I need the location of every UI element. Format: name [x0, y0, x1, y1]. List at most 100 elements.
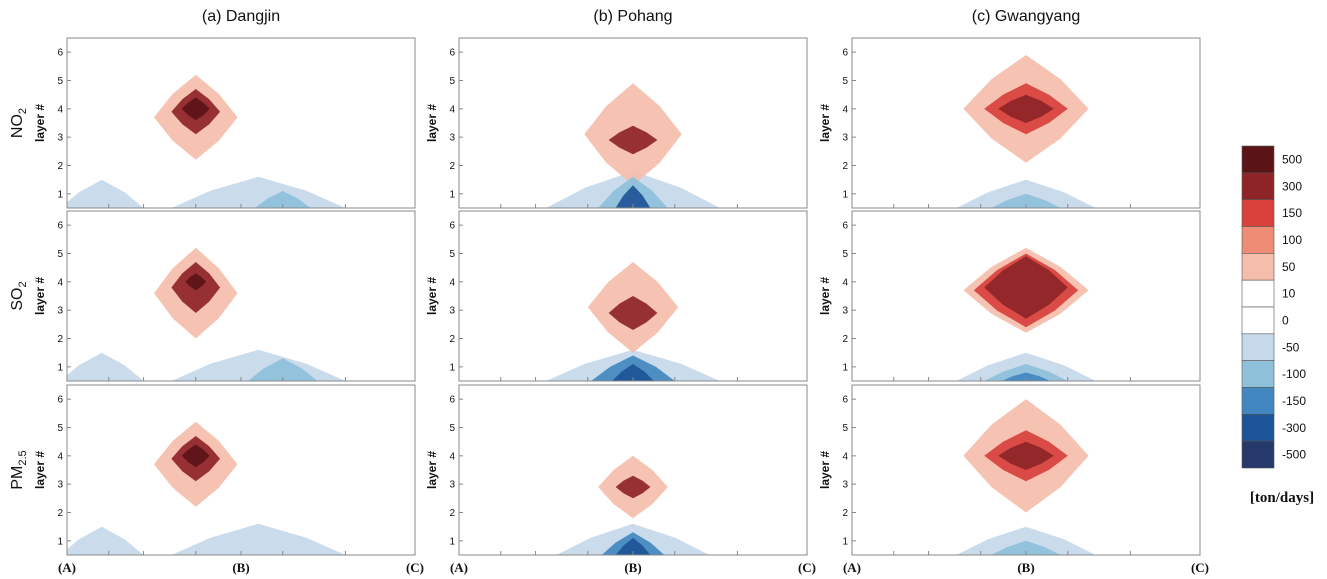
y-tick-label: 6: [449, 48, 455, 59]
y-axis-label: layer #: [33, 104, 47, 142]
panel-dangjin-no2: 1 2 3 4 5 6 layer #: [33, 37, 416, 209]
y-tick-label: 5: [842, 423, 848, 434]
colorbar-tick-label: 300: [1282, 179, 1302, 193]
panel-pohang-no2: 1 2 3 4 5 6 layer #: [425, 37, 808, 209]
x-tick-label: (B): [1017, 560, 1034, 575]
column-title-pohang: (b) Pohang: [593, 8, 672, 25]
y-axis-label: layer #: [425, 277, 439, 315]
colorbar-tick-label: -50: [1282, 340, 1300, 354]
row-label-pm25: PM2.5: [9, 450, 29, 489]
colorbar-tick-label: 500: [1282, 152, 1302, 166]
y-tick-label: 1: [449, 536, 455, 547]
colorbar-swatch: [1241, 253, 1275, 281]
panel-dangjin-so2: 1 2 3 4 5 6 layer #: [33, 210, 416, 382]
y-tick-label: 2: [57, 161, 63, 172]
y-tick-label: 3: [842, 306, 848, 317]
colorbar-tick-label: -500: [1282, 448, 1306, 462]
row-label-no2: NO2: [9, 108, 29, 138]
y-tick-label: 5: [449, 423, 455, 434]
colorbar-swatch: [1241, 279, 1275, 308]
colorbar-swatch: [1241, 440, 1275, 469]
panel-grid: 1 2 3 4 5 6 layer # 1 2 3 4 5 6 layer # 1 2 3 4 5 6 layer # 1…: [33, 37, 1209, 575]
colorbar-swatch: [1241, 414, 1275, 442]
svg-text:SO2: SO2: [9, 281, 29, 310]
y-tick-label: 6: [57, 221, 63, 232]
contour-level-300: [615, 475, 651, 499]
contour-level-neg50: [67, 352, 144, 381]
y-tick-label: 5: [57, 76, 63, 87]
contour-level-500: [185, 273, 207, 291]
row-labels: NO2 SO2 PM2.5: [9, 108, 29, 490]
row-label-main: NO: [9, 114, 26, 138]
contour-level-neg100: [991, 540, 1061, 555]
colorbar-swatch: [1241, 306, 1275, 335]
svg-text:PM2.5: PM2.5: [9, 450, 29, 489]
y-tick-label: 2: [57, 508, 63, 519]
y-tick-label: 1: [842, 362, 848, 373]
y-axis-label: layer #: [425, 451, 439, 489]
y-tick-label: 1: [57, 189, 63, 200]
panel-dangjin-pm25: 1 2 3 4 5 6 layer #: [33, 384, 416, 556]
y-tick-label: 1: [449, 362, 455, 373]
panel-gwangyang-so2: 1 2 3 4 5 6 layer #: [818, 210, 1201, 382]
y-tick-label: 5: [57, 423, 63, 434]
panel-gwangyang-pm25: 1 2 3 4 5 6 layer #: [818, 384, 1201, 556]
contour-level-neg100: [248, 358, 318, 381]
contour-level-300: [998, 441, 1054, 470]
x-tick-label: (B): [232, 560, 249, 575]
y-tick-label: 6: [449, 395, 455, 406]
contour-level-300: [984, 256, 1068, 319]
y-tick-label: 2: [842, 334, 848, 345]
colorbar-swatch: [1241, 333, 1275, 361]
colorbar-tick-label: 0: [1282, 313, 1289, 327]
row-label-subscript: 2: [17, 108, 29, 114]
y-tick-label: 3: [57, 480, 63, 491]
y-tick-label: 3: [842, 133, 848, 144]
contour-level-neg300: [615, 538, 651, 555]
contour-level-300: [608, 296, 658, 330]
x-tick-label: (A): [450, 560, 468, 575]
colorbar-swatch: [1241, 387, 1275, 415]
y-tick-label: 3: [449, 480, 455, 491]
y-tick-label: 2: [842, 161, 848, 172]
contour-level-neg300: [615, 185, 651, 208]
colorbar-tick-label: 10: [1282, 287, 1296, 301]
colorbar-tick-label: 150: [1282, 206, 1302, 220]
y-tick-label: 2: [449, 161, 455, 172]
x-tick-label: (C): [406, 560, 424, 575]
colorbar: 50030015010050100-50-100-150-300-500[ton…: [1241, 145, 1314, 506]
y-tick-label: 3: [57, 306, 63, 317]
svg-text:NO2: NO2: [9, 108, 29, 138]
y-tick-label: 5: [449, 249, 455, 260]
colorbar-tick-label: -100: [1282, 367, 1306, 381]
row-label-so2: SO2: [9, 281, 29, 310]
y-tick-label: 1: [57, 362, 63, 373]
y-tick-label: 6: [842, 221, 848, 232]
panel-pohang-pm25: 1 2 3 4 5 6 layer #: [425, 384, 808, 556]
contour-level-neg100: [254, 191, 311, 208]
colorbar-unit: [ton/days]: [1250, 490, 1314, 506]
y-tick-label: 3: [449, 133, 455, 144]
x-tick-label: (A): [843, 560, 861, 575]
y-tick-label: 1: [449, 189, 455, 200]
colorbar-tick-label: 100: [1282, 233, 1302, 247]
y-tick-label: 4: [57, 451, 63, 462]
y-tick-label: 4: [842, 451, 848, 462]
y-tick-label: 5: [842, 249, 848, 260]
column-titles: (a) Dangjin (b) Pohang (c) Gwangyang: [202, 8, 1080, 25]
y-tick-label: 1: [842, 189, 848, 200]
panel-gwangyang-no2: 1 2 3 4 5 6 layer #: [818, 37, 1201, 209]
contour-level-neg50: [171, 523, 346, 555]
contour-level-500: [181, 97, 210, 121]
y-tick-label: 1: [57, 536, 63, 547]
contour-level-neg100: [991, 193, 1061, 208]
column-title-gwangyang: (c) Gwangyang: [972, 8, 1081, 25]
colorbar-swatch: [1241, 172, 1275, 200]
y-tick-label: 6: [449, 221, 455, 232]
contour-level-300: [608, 125, 658, 155]
y-tick-label: 2: [449, 508, 455, 519]
y-tick-label: 4: [57, 104, 63, 115]
y-tick-label: 2: [57, 334, 63, 345]
y-tick-label: 4: [57, 277, 63, 288]
colorbar-tick-label: -150: [1282, 394, 1306, 408]
